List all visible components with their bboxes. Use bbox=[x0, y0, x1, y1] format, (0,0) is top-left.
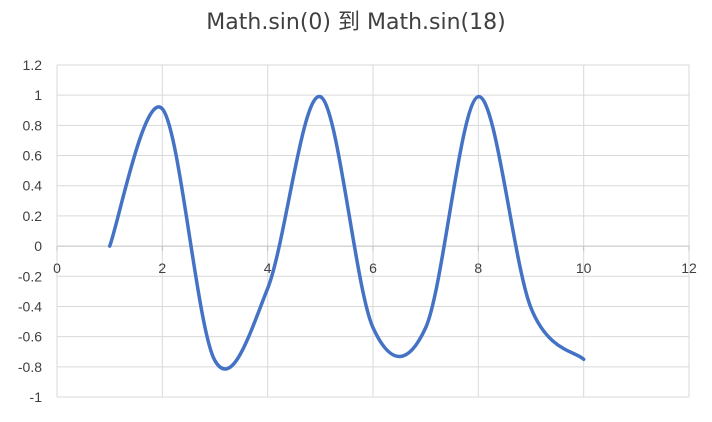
grid-lines bbox=[56, 64, 690, 398]
y-tick-label: 0.2 bbox=[23, 208, 43, 224]
x-tick-label: 0 bbox=[53, 260, 61, 276]
series-layer bbox=[107, 94, 586, 371]
y-tick-label: -0.4 bbox=[18, 298, 42, 314]
y-tick-label: 1 bbox=[34, 87, 42, 103]
x-tick-label: 10 bbox=[576, 260, 592, 276]
y-tick-label: 0.4 bbox=[23, 178, 43, 194]
y-tick-label: -0.2 bbox=[18, 268, 42, 284]
x-tick-label: 8 bbox=[474, 260, 482, 276]
y-tick-label: -0.8 bbox=[18, 359, 42, 375]
x-tick-label: 4 bbox=[264, 260, 272, 276]
x-tick-label: 12 bbox=[681, 260, 697, 276]
x-tick-label: 2 bbox=[158, 260, 166, 276]
series-line bbox=[107, 94, 586, 371]
y-tick-label: -1 bbox=[30, 389, 43, 405]
y-tick-label: 0.6 bbox=[23, 148, 43, 164]
y-tick-label: -0.6 bbox=[18, 329, 42, 345]
tick-labels: 1.2 1 0.8 0.6 0.4 0.2 0 -0.2 -0.4 -0.6 -0.8 -1 0 2 4 6 8… bbox=[18, 57, 697, 405]
y-tick-label: 0 bbox=[34, 238, 42, 254]
x-tick-label: 6 bbox=[369, 260, 377, 276]
y-tick-label: 0.8 bbox=[23, 117, 43, 133]
y-tick-label: 1.2 bbox=[23, 57, 43, 73]
axes bbox=[56, 245, 690, 252]
chart-title: Math.sin(0) 到 Math.sin(18) bbox=[206, 10, 506, 35]
